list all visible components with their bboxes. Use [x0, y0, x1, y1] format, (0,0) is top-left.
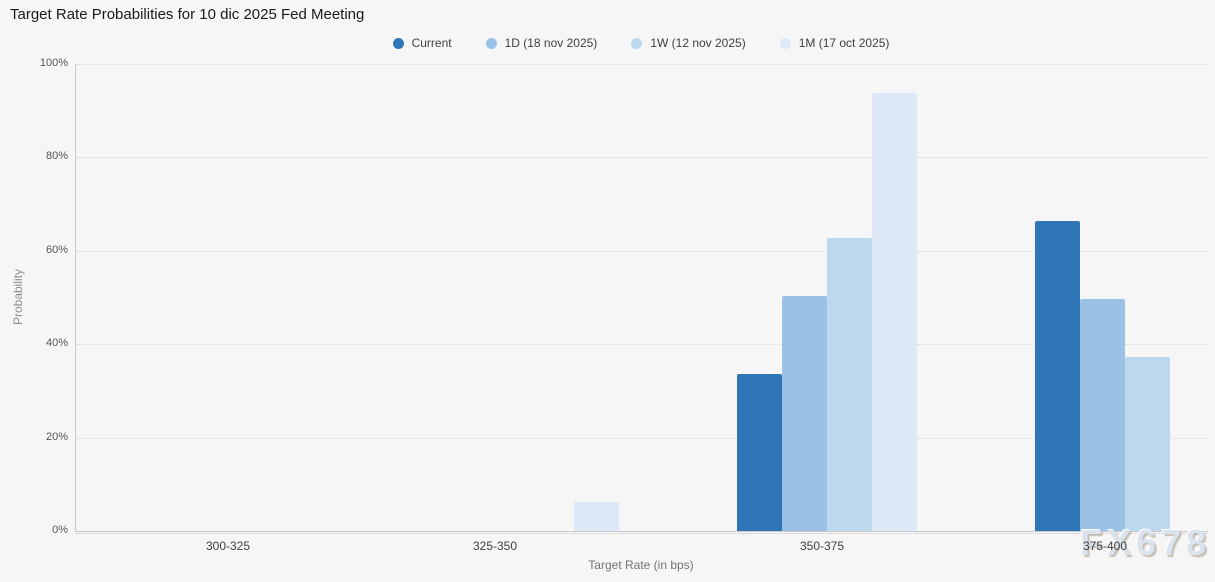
- y-tick-label-0: 0%: [52, 524, 68, 536]
- y-axis-title: Probability: [11, 268, 25, 326]
- bar-1m-350-375: [872, 93, 917, 531]
- bar-1d-350-375: [782, 296, 827, 531]
- bar-1m-325-350: [574, 501, 619, 531]
- legend-dot-icon: [779, 37, 791, 49]
- bar-1w-350-375: [827, 237, 872, 531]
- plot-area: [75, 64, 1208, 534]
- legend-item-3[interactable]: 1M (17 oct 2025): [779, 36, 890, 50]
- y-tick-label-40: 40%: [45, 337, 68, 350]
- legend-item-label: 1M (17 oct 2025): [798, 36, 890, 50]
- watermark: FX678: [1080, 522, 1212, 563]
- y-tick-label-80: 80%: [45, 150, 68, 163]
- bar-1w-375-400: [1125, 357, 1170, 531]
- legend: Current 1D (18 nov 2025) 1W (12 nov 2025) 1…: [75, 36, 1207, 50]
- legend-dot-icon: [485, 37, 497, 49]
- legend-item-2[interactable]: 1W (12 nov 2025): [631, 36, 746, 50]
- gridline-40: [76, 344, 1208, 346]
- gridline-80: [76, 157, 1208, 159]
- legend-item-label: 1D (18 nov 2025): [504, 36, 598, 50]
- legend-item-label: Current: [411, 36, 452, 50]
- legend-dot-icon: [392, 37, 404, 49]
- x-category-label-375-400: 375-400: [1082, 539, 1128, 553]
- page-title: Target Rate Probabilities for 10 dic 202…: [10, 6, 365, 23]
- legend-item-0[interactable]: Current: [392, 36, 452, 50]
- gridline-100: [76, 64, 1208, 65]
- y-tick-label-100: 100%: [39, 57, 68, 69]
- legend-dot-icon: [631, 37, 643, 49]
- x-category-label-325-350: 325-350: [472, 539, 518, 553]
- y-tick-label-60: 60%: [45, 243, 68, 256]
- bar-1d-375-400: [1080, 298, 1125, 531]
- gridline-60: [76, 250, 1208, 252]
- x-category-label-300-325: 300-325: [205, 539, 251, 553]
- bar-current-375-400: [1035, 220, 1080, 531]
- legend-item-1[interactable]: 1D (18 nov 2025): [485, 36, 598, 50]
- bar-current-350-375: [737, 374, 782, 531]
- y-tick-label-20: 20%: [45, 430, 68, 443]
- x-category-label-350-375: 350-375: [799, 539, 845, 553]
- x-axis-minor-ticks: [76, 533, 1208, 534]
- legend-item-label: 1W (12 nov 2025): [650, 36, 746, 50]
- x-axis-title: Target Rate (in bps): [588, 558, 694, 572]
- gridline-20: [76, 437, 1208, 439]
